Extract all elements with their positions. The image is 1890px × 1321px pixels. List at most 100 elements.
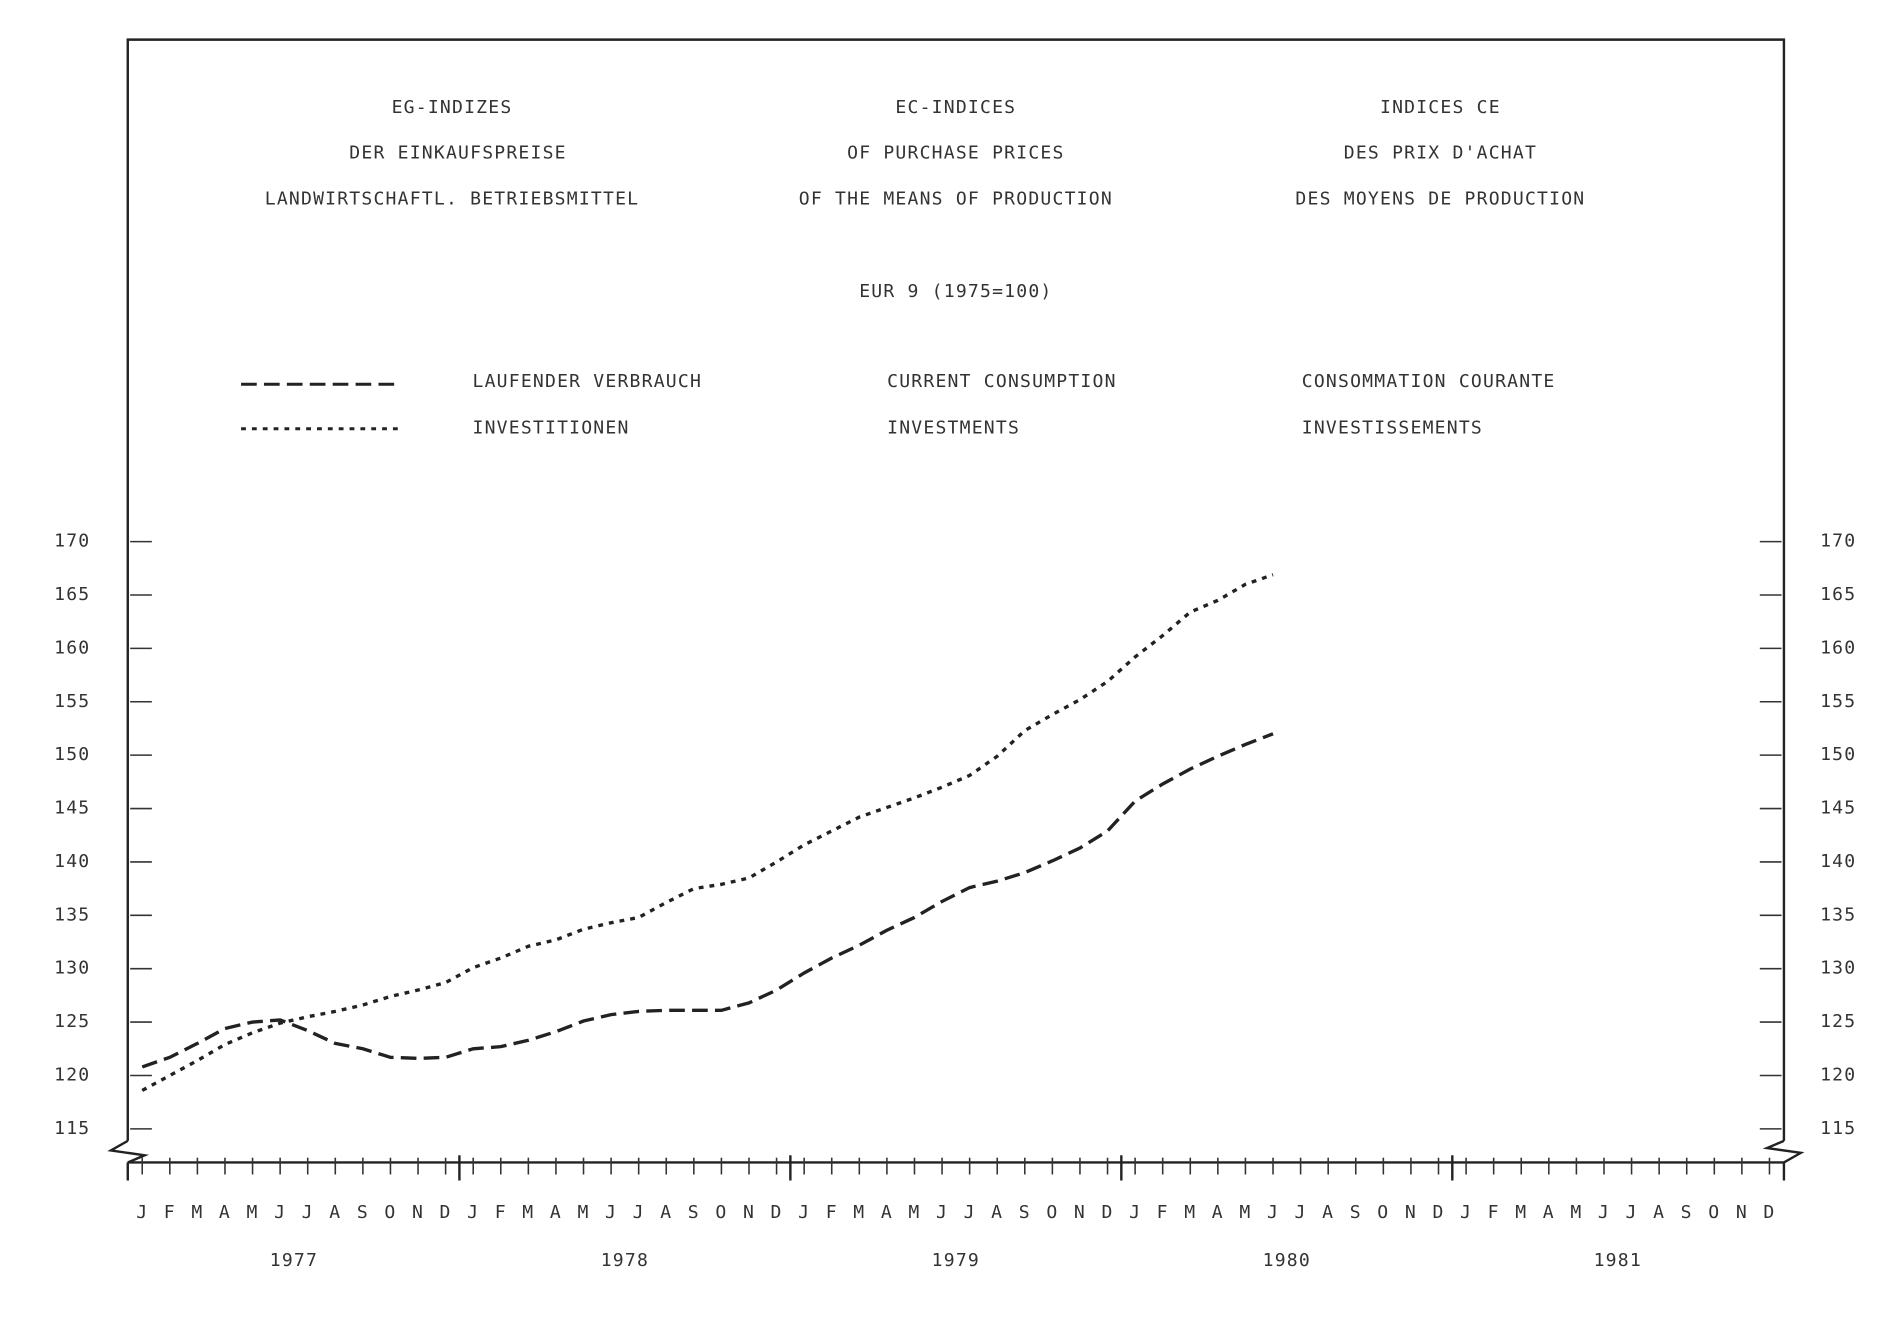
x-tick-label: S	[1681, 1202, 1693, 1223]
y-tick-label: 170	[54, 531, 90, 552]
x-tick-label: J	[936, 1202, 948, 1223]
y-tick-label: 115	[54, 1118, 90, 1139]
y-tick-label: 130	[54, 958, 90, 979]
x-tick-label: D	[1101, 1202, 1113, 1223]
y-tick-label: 140	[1820, 851, 1856, 872]
x-tick-label: A	[550, 1202, 562, 1223]
y-tick-label: 155	[54, 691, 90, 712]
x-tick-label: M	[247, 1202, 259, 1223]
x-tick-label: J	[1267, 1202, 1279, 1223]
title: DES PRIX D'ACHAT	[1344, 143, 1537, 164]
x-tick-label: A	[1543, 1202, 1555, 1223]
x-tick-label: J	[1129, 1202, 1141, 1223]
x-tick-label: N	[1405, 1202, 1417, 1223]
x-tick-label: S	[1350, 1202, 1362, 1223]
x-tick-label: A	[1653, 1202, 1665, 1223]
x-tick-label: D	[1763, 1202, 1775, 1223]
y-tick-label: 120	[1820, 1064, 1856, 1085]
y-tick-label: 170	[1820, 531, 1856, 552]
x-tick-label: A	[991, 1202, 1003, 1223]
x-tick-label: J	[302, 1202, 314, 1223]
x-tick-label: A	[329, 1202, 341, 1223]
legend-label: INVESTMENTS	[887, 418, 1020, 439]
y-tick-label: 160	[1820, 637, 1856, 658]
x-tick-label: J	[798, 1202, 810, 1223]
x-tick-label: S	[1019, 1202, 1031, 1223]
x-tick-label: O	[384, 1202, 396, 1223]
y-tick-label: 165	[1820, 584, 1856, 605]
x-tick-label: J	[1460, 1202, 1472, 1223]
x-tick-label: O	[715, 1202, 727, 1223]
x-tick-label: D	[771, 1202, 783, 1223]
y-tick-label: 155	[1820, 691, 1856, 712]
y-tick-label: 145	[1820, 798, 1856, 819]
year-label: 1979	[932, 1250, 980, 1271]
x-tick-label: S	[357, 1202, 369, 1223]
legend-label: CURRENT CONSUMPTION	[887, 371, 1117, 392]
x-tick-label: M	[191, 1202, 203, 1223]
legend-label: INVESTITIONEN	[473, 418, 630, 439]
x-tick-label: A	[219, 1202, 231, 1223]
x-tick-label: A	[881, 1202, 893, 1223]
x-tick-label: O	[1377, 1202, 1389, 1223]
title: DER EINKAUFSPREISE	[349, 143, 566, 164]
y-tick-label: 125	[54, 1011, 90, 1032]
x-tick-label: M	[853, 1202, 865, 1223]
title: EC-INDICES	[895, 97, 1016, 118]
title: OF THE MEANS OF PRODUCTION	[799, 188, 1113, 209]
x-tick-label: A	[1322, 1202, 1334, 1223]
series-line	[141, 573, 1274, 1092]
year-label: 1977	[270, 1250, 318, 1271]
title: EG-INDIZES	[392, 97, 513, 118]
x-tick-label: F	[1157, 1202, 1169, 1223]
title: OF PURCHASE PRICES	[847, 143, 1064, 164]
legend-label: CONSOMMATION COURANTE	[1302, 371, 1556, 392]
x-tick-label: M	[1570, 1202, 1582, 1223]
x-tick-label: O	[1046, 1202, 1058, 1223]
title: INDICES CE	[1380, 97, 1501, 118]
y-tick-label: 130	[1820, 958, 1856, 979]
x-tick-label: J	[1626, 1202, 1638, 1223]
x-tick-label: F	[1488, 1202, 1500, 1223]
x-tick-label: N	[412, 1202, 424, 1223]
year-label: 1981	[1594, 1250, 1642, 1271]
axis-break	[107, 1139, 1805, 1164]
x-tick-label: J	[633, 1202, 645, 1223]
y-tick-label: 135	[1820, 904, 1856, 925]
x-tick-label: J	[1295, 1202, 1307, 1223]
x-tick-label: J	[136, 1202, 148, 1223]
x-tick-label: J	[274, 1202, 286, 1223]
x-tick-label: F	[826, 1202, 838, 1223]
y-tick-label: 150	[54, 744, 90, 765]
title: DES MOYENS DE PRODUCTION	[1295, 188, 1585, 209]
x-tick-label: M	[1515, 1202, 1527, 1223]
x-tick-label: N	[1074, 1202, 1086, 1223]
x-tick-label: J	[964, 1202, 976, 1223]
x-tick-label: M	[1184, 1202, 1196, 1223]
y-tick-label: 135	[54, 904, 90, 925]
x-tick-label: J	[1598, 1202, 1610, 1223]
x-tick-label: N	[743, 1202, 755, 1223]
y-tick-label: 115	[1820, 1118, 1856, 1139]
y-tick-label: 140	[54, 851, 90, 872]
year-label: 1980	[1263, 1250, 1311, 1271]
x-tick-label: D	[440, 1202, 452, 1223]
x-tick-label: M	[1239, 1202, 1251, 1223]
x-tick-label: M	[577, 1202, 589, 1223]
y-tick-label: 120	[54, 1064, 90, 1085]
y-tick-label: 150	[1820, 744, 1856, 765]
x-tick-label: M	[908, 1202, 920, 1223]
x-tick-label: N	[1736, 1202, 1748, 1223]
y-tick-label: 165	[54, 584, 90, 605]
subtitle: EUR 9 (1975=100)	[859, 281, 1052, 302]
series-line	[141, 732, 1274, 1069]
legend-label: INVESTISSEMENTS	[1302, 418, 1483, 439]
legend-label: LAUFENDER VERBRAUCH	[473, 371, 703, 392]
x-tick-label: F	[164, 1202, 176, 1223]
y-tick-label: 145	[54, 798, 90, 819]
x-tick-label: J	[605, 1202, 617, 1223]
title: LANDWIRTSCHAFTL. BETRIEBSMITTEL	[265, 188, 640, 209]
x-tick-label: M	[522, 1202, 534, 1223]
